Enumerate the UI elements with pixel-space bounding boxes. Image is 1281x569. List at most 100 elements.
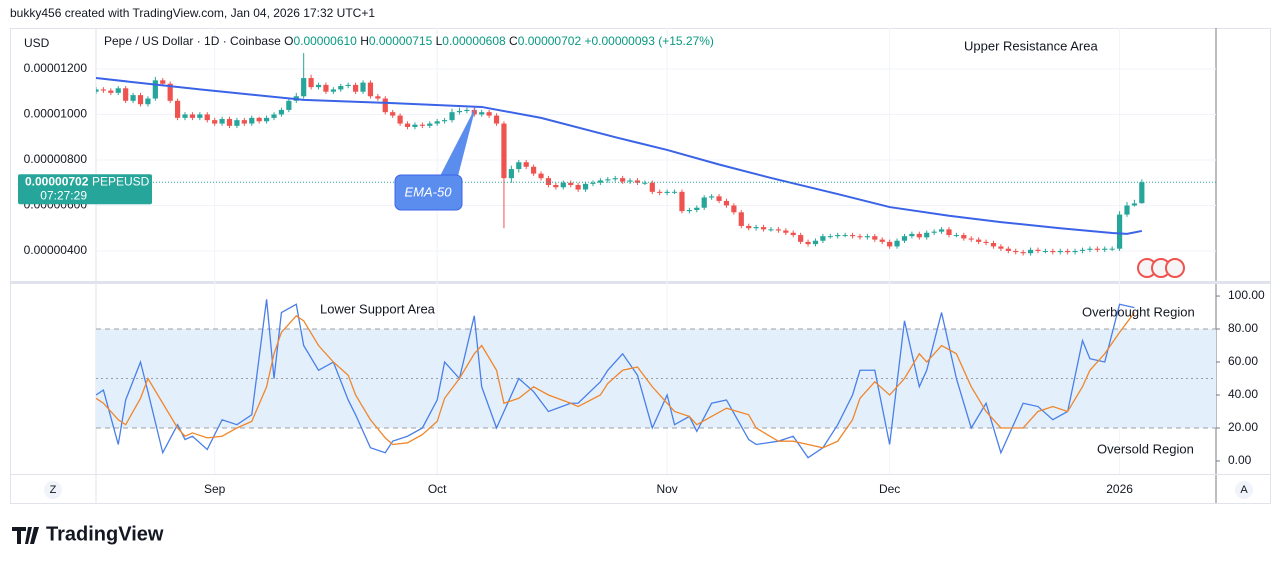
- oscillator-line: [96, 312, 1135, 449]
- candle-body: [553, 184, 559, 188]
- candle-body: [1109, 248, 1115, 250]
- button-label[interactable]: Z: [50, 484, 57, 496]
- candle-body: [493, 115, 500, 124]
- annotation: Overbought Region: [1082, 304, 1195, 319]
- candle-body: [1027, 249, 1034, 254]
- legend-key: H: [360, 34, 369, 48]
- candle-body: [226, 119, 233, 126]
- candle-body: [160, 80, 166, 84]
- candle-body: [197, 114, 203, 118]
- scale-button[interactable]: A: [1235, 481, 1253, 499]
- oscillator-line: [96, 299, 1135, 459]
- candle-body: [731, 205, 737, 213]
- annotation: Upper Resistance Area: [964, 38, 1098, 53]
- candle-body: [419, 124, 425, 126]
- candle-body: [1057, 250, 1063, 253]
- candle-body: [212, 120, 218, 124]
- candle-body: [894, 240, 900, 247]
- candle-body: [872, 236, 878, 240]
- candle-body: [390, 112, 396, 116]
- candle-body: [790, 232, 796, 236]
- logo: TradingView: [12, 523, 164, 545]
- y-tick-label: 40.00: [1228, 387, 1258, 401]
- candle-body: [523, 162, 529, 167]
- candle-body: [1131, 203, 1138, 206]
- candle-body: [508, 169, 514, 179]
- candle-body: [353, 84, 359, 92]
- candle-body: [545, 178, 552, 185]
- candle-body: [575, 184, 581, 190]
- candle-body: [857, 236, 863, 238]
- candle-body: [456, 111, 463, 113]
- candle-body: [568, 182, 574, 185]
- price-tag-symbol: PEPEUSD: [92, 174, 150, 188]
- candle-body: [130, 95, 136, 101]
- candle-body: [716, 196, 722, 201]
- ema-callout: EMA-50: [394, 106, 476, 211]
- y-tick-label: 0.00000400: [24, 243, 88, 257]
- logo-text: TradingView: [46, 523, 164, 545]
- button-bg[interactable]: [1235, 481, 1253, 499]
- candle-body: [301, 78, 307, 97]
- candle-body: [671, 191, 678, 193]
- candle-body: [760, 227, 767, 230]
- candle-body: [709, 196, 715, 198]
- candle-body: [1124, 205, 1130, 215]
- symbol-title: Pepe / US Dollar · 1D · Coinbase: [104, 34, 281, 48]
- frame: [10, 28, 1271, 504]
- candle-body: [1050, 250, 1056, 253]
- candle-body: [249, 117, 255, 124]
- candle-body: [612, 178, 618, 180]
- candle-body: [115, 88, 121, 93]
- event-flags: [1137, 258, 1185, 278]
- button-bg[interactable]: [44, 481, 62, 499]
- legend-value: 0.00000702: [518, 34, 582, 48]
- legend-key: O: [284, 34, 293, 48]
- candle-body: [501, 123, 507, 179]
- candle-body: [174, 100, 181, 118]
- candle-body: [404, 123, 411, 127]
- legend-change: +0.00000093 (+15.27%): [584, 34, 713, 48]
- candle-body: [375, 96, 381, 99]
- candle-body: [152, 80, 158, 99]
- legend-value: 0.00000610: [293, 34, 357, 48]
- candle-body: [642, 182, 648, 184]
- callout-pointer: [440, 106, 476, 176]
- legend-key: C: [509, 34, 518, 48]
- candle-body: [723, 200, 730, 206]
- candle-body: [1065, 250, 1071, 253]
- y-tick-label: 80.00: [1228, 321, 1258, 335]
- candle-body: [649, 182, 655, 192]
- price-tag-countdown: 07:27:29: [40, 188, 87, 202]
- candle-body: [449, 112, 455, 121]
- candle-body: [464, 109, 470, 112]
- candle-body: [123, 88, 129, 101]
- currency: USD: [24, 36, 50, 50]
- candle-body: [427, 123, 433, 126]
- candle-body: [382, 98, 388, 113]
- symbol-legend: Pepe / US Dollar · 1D · Coinbase O0.0000…: [104, 34, 714, 48]
- candle-body: [946, 229, 952, 236]
- candle-body: [679, 191, 685, 212]
- candle-body: [627, 180, 633, 182]
- candle-body: [434, 121, 440, 124]
- candle-body: [1116, 214, 1123, 249]
- legend-key: L: [436, 34, 443, 48]
- y-tick-label: 0.00001000: [24, 107, 88, 121]
- button-label[interactable]: A: [1240, 484, 1248, 496]
- candle-body: [516, 162, 522, 170]
- candle-body: [204, 114, 210, 121]
- x-tick-label: Nov: [656, 482, 677, 496]
- candle-body: [323, 84, 329, 92]
- candle-body: [620, 178, 626, 182]
- candle-body: [108, 90, 114, 93]
- candle-body: [1035, 249, 1041, 251]
- candle-body: [864, 236, 870, 238]
- scale-button[interactable]: Z: [44, 481, 62, 499]
- candle-body: [805, 241, 811, 245]
- candle-body: [835, 235, 841, 237]
- candle-body: [263, 117, 270, 122]
- candle-body: [783, 230, 789, 233]
- candle-body: [308, 78, 314, 88]
